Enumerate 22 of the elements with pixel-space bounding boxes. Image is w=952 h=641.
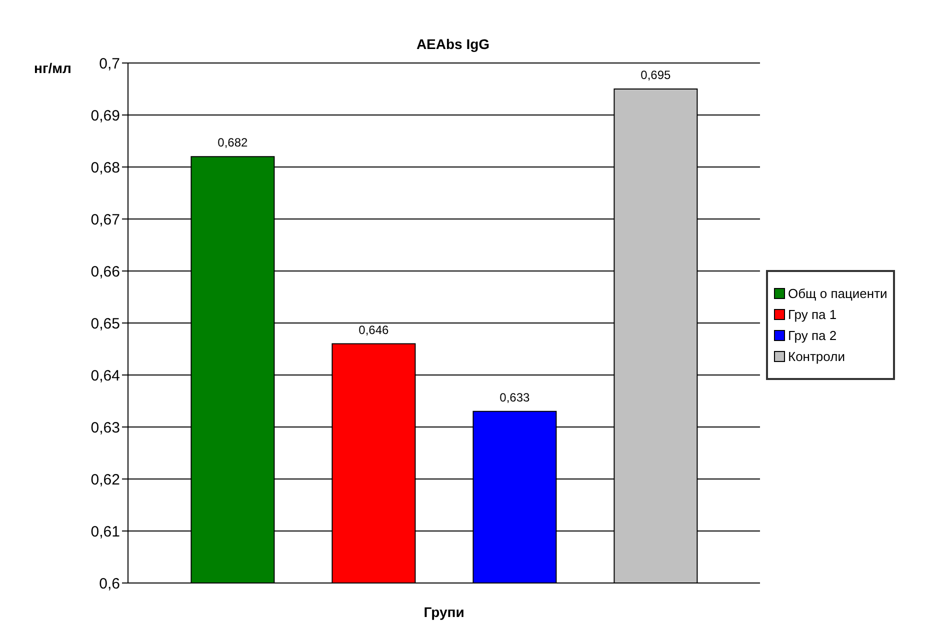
data-label: 0,646 xyxy=(358,322,390,337)
y-tick-label: 0,64 xyxy=(90,367,120,384)
y-tick-label: 0,7 xyxy=(99,55,120,72)
y-tick-label: 0,63 xyxy=(90,419,120,436)
legend-label: Общ о пациенти xyxy=(788,286,888,301)
data-label: 0,695 xyxy=(640,68,672,82)
y-tick-label: 0,67 xyxy=(90,211,120,228)
data-label: 0,633 xyxy=(500,390,530,404)
y-tick-label: 0,61 xyxy=(90,523,120,540)
y-tick-label: 0,62 xyxy=(90,471,120,488)
chart-title: AEAbs IgG xyxy=(415,36,491,52)
y-tick-label: 0,68 xyxy=(90,159,120,176)
legend-label: Гру па 2 xyxy=(788,328,837,343)
legend-label: Контроли xyxy=(788,349,845,364)
y-tick-label: 0,66 xyxy=(90,263,120,280)
x-axis-title: Групи xyxy=(422,604,466,620)
y-tick-label: 0,69 xyxy=(90,107,120,124)
legend-label: Гру па 1 xyxy=(788,307,837,322)
y-tick-label: 0,65 xyxy=(90,315,120,332)
y-axis-title: нг/мл xyxy=(34,60,72,76)
y-tick-label: 0,6 xyxy=(99,575,120,592)
data-label: 0,682 xyxy=(218,136,248,150)
